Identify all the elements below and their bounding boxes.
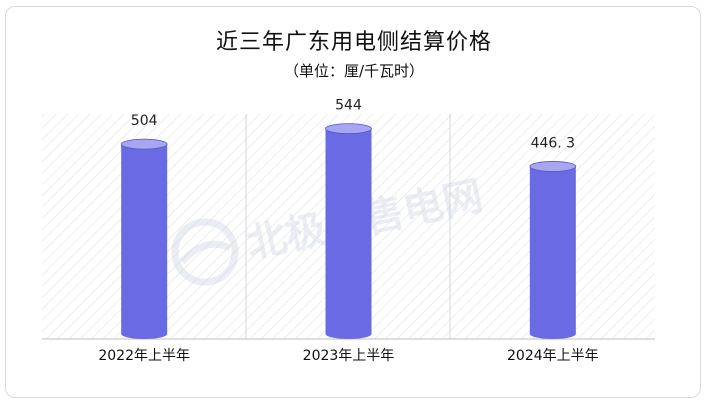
bar-body (529, 166, 576, 334)
x-tick-label: 2024年上半年 (507, 348, 599, 364)
bar (120, 138, 168, 339)
bar-base (529, 329, 576, 339)
bar-base (121, 329, 168, 339)
chart-title: 近三年广东用电侧结算价格 (215, 30, 492, 55)
bar-body (325, 128, 372, 334)
x-tick-label: 2022年上半年 (98, 348, 190, 364)
bar-top (120, 138, 168, 150)
data-label: 504 (131, 113, 158, 129)
bar (529, 161, 577, 339)
bar-top (325, 123, 372, 135)
bar (325, 123, 372, 339)
bar-top (529, 161, 577, 172)
x-tick-label: 2023年上半年 (303, 348, 395, 364)
data-label: 544 (335, 98, 362, 114)
bar-base (325, 329, 372, 339)
bar-body (121, 144, 168, 334)
chart-subtitle: （单位：厘/千瓦时） (283, 62, 425, 80)
data-label: 446. 3 (531, 135, 576, 151)
